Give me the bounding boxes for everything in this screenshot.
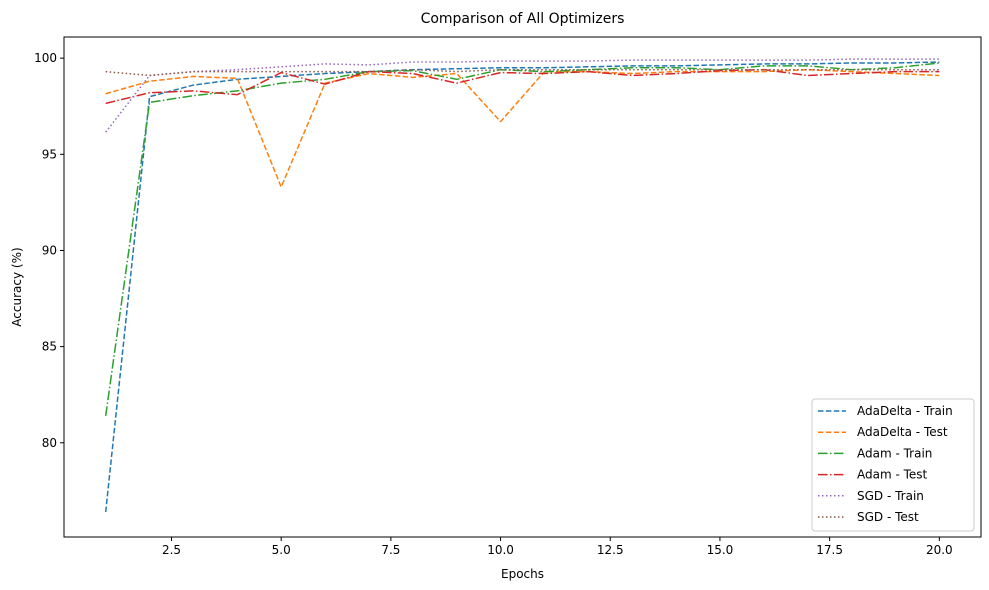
- legend-label: SGD - Test: [857, 510, 919, 524]
- legend-label: AdaDelta - Train: [857, 404, 953, 418]
- plot-frame: [63, 36, 982, 538]
- y-tick-label: 90: [42, 243, 57, 257]
- x-tick-label: 10.0: [487, 543, 514, 557]
- series-line-adadelta-train: [104, 61, 940, 513]
- y-axis: 80 85 90 95 100: [34, 51, 64, 450]
- series-line-sgd-train: [105, 58, 940, 133]
- x-axis-label: Epochs: [501, 567, 544, 581]
- x-tick-label: 12.5: [597, 543, 624, 557]
- series-line-adam-test: [105, 68, 940, 105]
- x-tick-label: 5.0: [272, 543, 291, 557]
- x-tick-label: 7.5: [381, 543, 400, 557]
- legend-box: [811, 398, 975, 532]
- legend: AdaDelta - Train AdaDelta - Test Adam - Tr…: [811, 398, 975, 532]
- y-tick-label: 95: [42, 147, 57, 161]
- y-axis-label: Accuracy (%): [10, 247, 24, 326]
- chart-title: Comparison of All Optimizers: [421, 11, 625, 27]
- y-tick-label: 80: [42, 436, 57, 450]
- series-line-adam-train: [104, 62, 940, 416]
- y-tick-label: 85: [42, 340, 57, 354]
- legend-label: AdaDelta - Test: [857, 425, 948, 439]
- x-axis: 2.5 5.0 7.5 10.0 12.5 15.0 17.5 20.0: [162, 537, 953, 557]
- x-tick-label: 17.5: [816, 543, 843, 557]
- legend-label: Adam - Train: [857, 446, 932, 460]
- y-tick-label: 100: [34, 51, 57, 65]
- series-line-sgd-test: [105, 68, 940, 77]
- series-layer: [104, 58, 940, 513]
- series-line-adadelta-test: [105, 68, 940, 188]
- x-tick-label: 15.0: [707, 543, 734, 557]
- legend-label: Adam - Test: [857, 468, 928, 482]
- x-tick-label: 2.5: [162, 543, 181, 557]
- legend-label: SGD - Train: [857, 489, 924, 503]
- plot-area: [63, 36, 982, 538]
- x-tick-label: 20.0: [926, 543, 953, 557]
